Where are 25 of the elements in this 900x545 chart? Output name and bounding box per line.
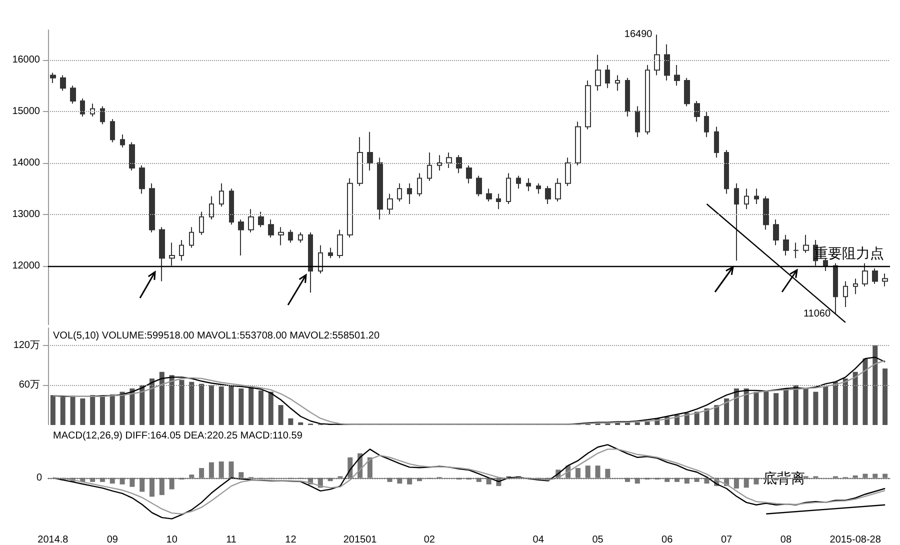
y-tick-label: 120万 xyxy=(13,340,40,351)
chart-title: MACD(12,26,9) DIFF:164.05 DEA:220.25 MACD:110.59 xyxy=(53,430,303,442)
annotation: 16490 xyxy=(624,29,653,40)
x-tick-label: 2014.8 xyxy=(38,534,69,545)
y-tick-label: 12000 xyxy=(12,260,40,272)
x-tick-label: 07 xyxy=(720,534,733,545)
x-tick-label: 08 xyxy=(780,534,792,545)
x-tick-label: 05 xyxy=(592,534,604,545)
chart-title: VOL(5,10) VOLUME:599518.00 MAVOL1:553708.00 MAVOL2:558501.20 xyxy=(53,330,380,342)
x-tick-label: 06 xyxy=(662,534,674,545)
x-tick-label: 02 xyxy=(424,534,436,545)
x-tick-label: 12 xyxy=(285,534,297,545)
annotation: 11060 xyxy=(803,308,831,320)
y-tick-label: 13000 xyxy=(12,208,40,220)
x-tick-label: 09 xyxy=(106,534,118,545)
y-tick-label: 60万 xyxy=(18,380,40,391)
y-tick-label: 14000 xyxy=(12,157,40,168)
y-tick-label: 16000 xyxy=(12,54,40,66)
ref-line-label: 0 xyxy=(36,472,42,484)
x-tick-label: 04 xyxy=(532,534,544,545)
x-tick-label: 201501 xyxy=(343,534,378,545)
x-tick-label: 2015-08-28 xyxy=(830,534,882,545)
y-tick-label: 15000 xyxy=(12,106,40,117)
x-tick-label: 11 xyxy=(226,534,237,545)
x-tick-label: 10 xyxy=(166,534,178,545)
